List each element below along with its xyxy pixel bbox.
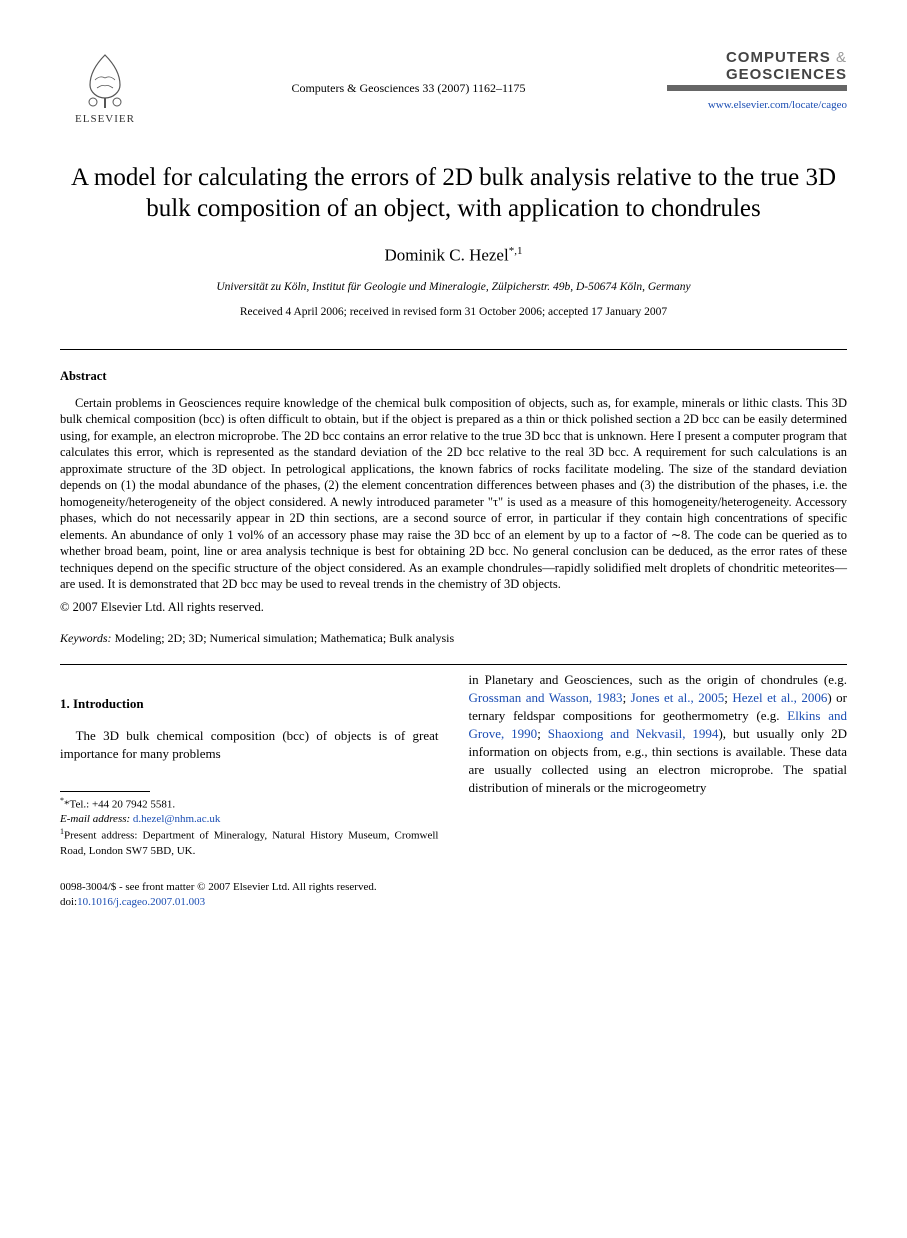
left-column: 1. Introduction The 3D bulk chemical com… (60, 671, 439, 859)
abstract-heading: Abstract (60, 368, 847, 385)
journal-name: COMPUTERS & GEOSCIENCES (667, 50, 847, 83)
ref-grossman-wasson[interactable]: Grossman and Wasson, 1983 (469, 690, 623, 705)
doi-label: doi: (60, 896, 77, 908)
keywords-label: Keywords: (60, 631, 112, 645)
journal-line2: GEOSCIENCES (726, 66, 847, 83)
journal-underline (667, 85, 847, 91)
present-text: Present address: Department of Mineralog… (60, 830, 439, 857)
ref-hezel[interactable]: Hezel et al., 2006 (732, 690, 827, 705)
paper-header: ELSEVIER Computers & Geosciences 33 (200… (60, 50, 847, 127)
citation-line: Computers & Geosciences 33 (2007) 1162–1… (291, 80, 525, 96)
footnotes-block: **Tel.: +44 20 7942 5581. E-mail address… (60, 791, 439, 859)
email-label: E-mail address: (60, 813, 130, 825)
author-name: Dominik C. Hezel (385, 246, 509, 265)
email-link[interactable]: d.hezel@nhm.ac.uk (133, 813, 220, 825)
author-line: Dominik C. Hezel*,1 (60, 244, 847, 268)
affiliation: Universität zu Köln, Institut für Geolog… (60, 280, 847, 296)
intro-col2-text: in Planetary and Geosciences, such as th… (469, 671, 848, 797)
journal-brand: COMPUTERS & GEOSCIENCES www.elsevier.com… (667, 50, 847, 113)
intro-heading: 1. Introduction (60, 695, 439, 713)
footer-doi: doi:10.1016/j.cageo.2007.01.003 (60, 895, 847, 909)
rule-top (60, 349, 847, 350)
abstract-body: Certain problems in Geosciences require … (60, 395, 847, 593)
keywords-text: Modeling; 2D; 3D; Numerical simulation; … (112, 631, 455, 645)
body-columns: 1. Introduction The 3D bulk chemical com… (60, 671, 847, 859)
journal-line1: COMPUTERS (726, 49, 831, 66)
col2-sep3: ; (537, 726, 548, 741)
footnote-email: E-mail address: d.hezel@nhm.ac.uk (60, 812, 439, 827)
publisher-name: ELSEVIER (75, 112, 135, 127)
col2-sep1: ; (623, 690, 631, 705)
tel-label: *Tel.: (64, 798, 92, 810)
abstract-copyright: © 2007 Elsevier Ltd. All rights reserved… (60, 599, 847, 616)
paper-title: A model for calculating the errors of 2D… (70, 162, 837, 225)
col2-pre: in Planetary and Geosciences, such as th… (469, 672, 848, 687)
article-dates: Received 4 April 2006; received in revis… (60, 305, 847, 321)
publisher-logo: ELSEVIER (60, 50, 150, 127)
right-column: in Planetary and Geosciences, such as th… (469, 671, 848, 859)
footnote-rule (60, 791, 150, 792)
elsevier-tree-icon (75, 50, 135, 110)
doi-link[interactable]: 10.1016/j.cageo.2007.01.003 (77, 896, 205, 908)
page-footer: 0098-3004/$ - see front matter © 2007 El… (60, 880, 847, 909)
author-markers: *,1 (509, 245, 523, 257)
ref-jones[interactable]: Jones et al., 2005 (631, 690, 725, 705)
journal-ampersand: & (836, 49, 847, 66)
intro-col1-text: The 3D bulk chemical composition (bcc) o… (60, 727, 439, 763)
journal-url-link[interactable]: www.elsevier.com/locate/cageo (708, 99, 847, 111)
footnote-present-address: 1Present address: Department of Mineralo… (60, 827, 439, 858)
footnote-tel: **Tel.: +44 20 7942 5581. (60, 796, 439, 813)
tel-value: +44 20 7942 5581. (92, 798, 175, 810)
keywords-line: Keywords: Modeling; 2D; 3D; Numerical si… (60, 630, 847, 646)
footer-frontmatter: 0098-3004/$ - see front matter © 2007 El… (60, 880, 847, 894)
ref-shaoxiong[interactable]: Shaoxiong and Nekvasil, 1994 (548, 726, 719, 741)
rule-bottom (60, 664, 847, 665)
